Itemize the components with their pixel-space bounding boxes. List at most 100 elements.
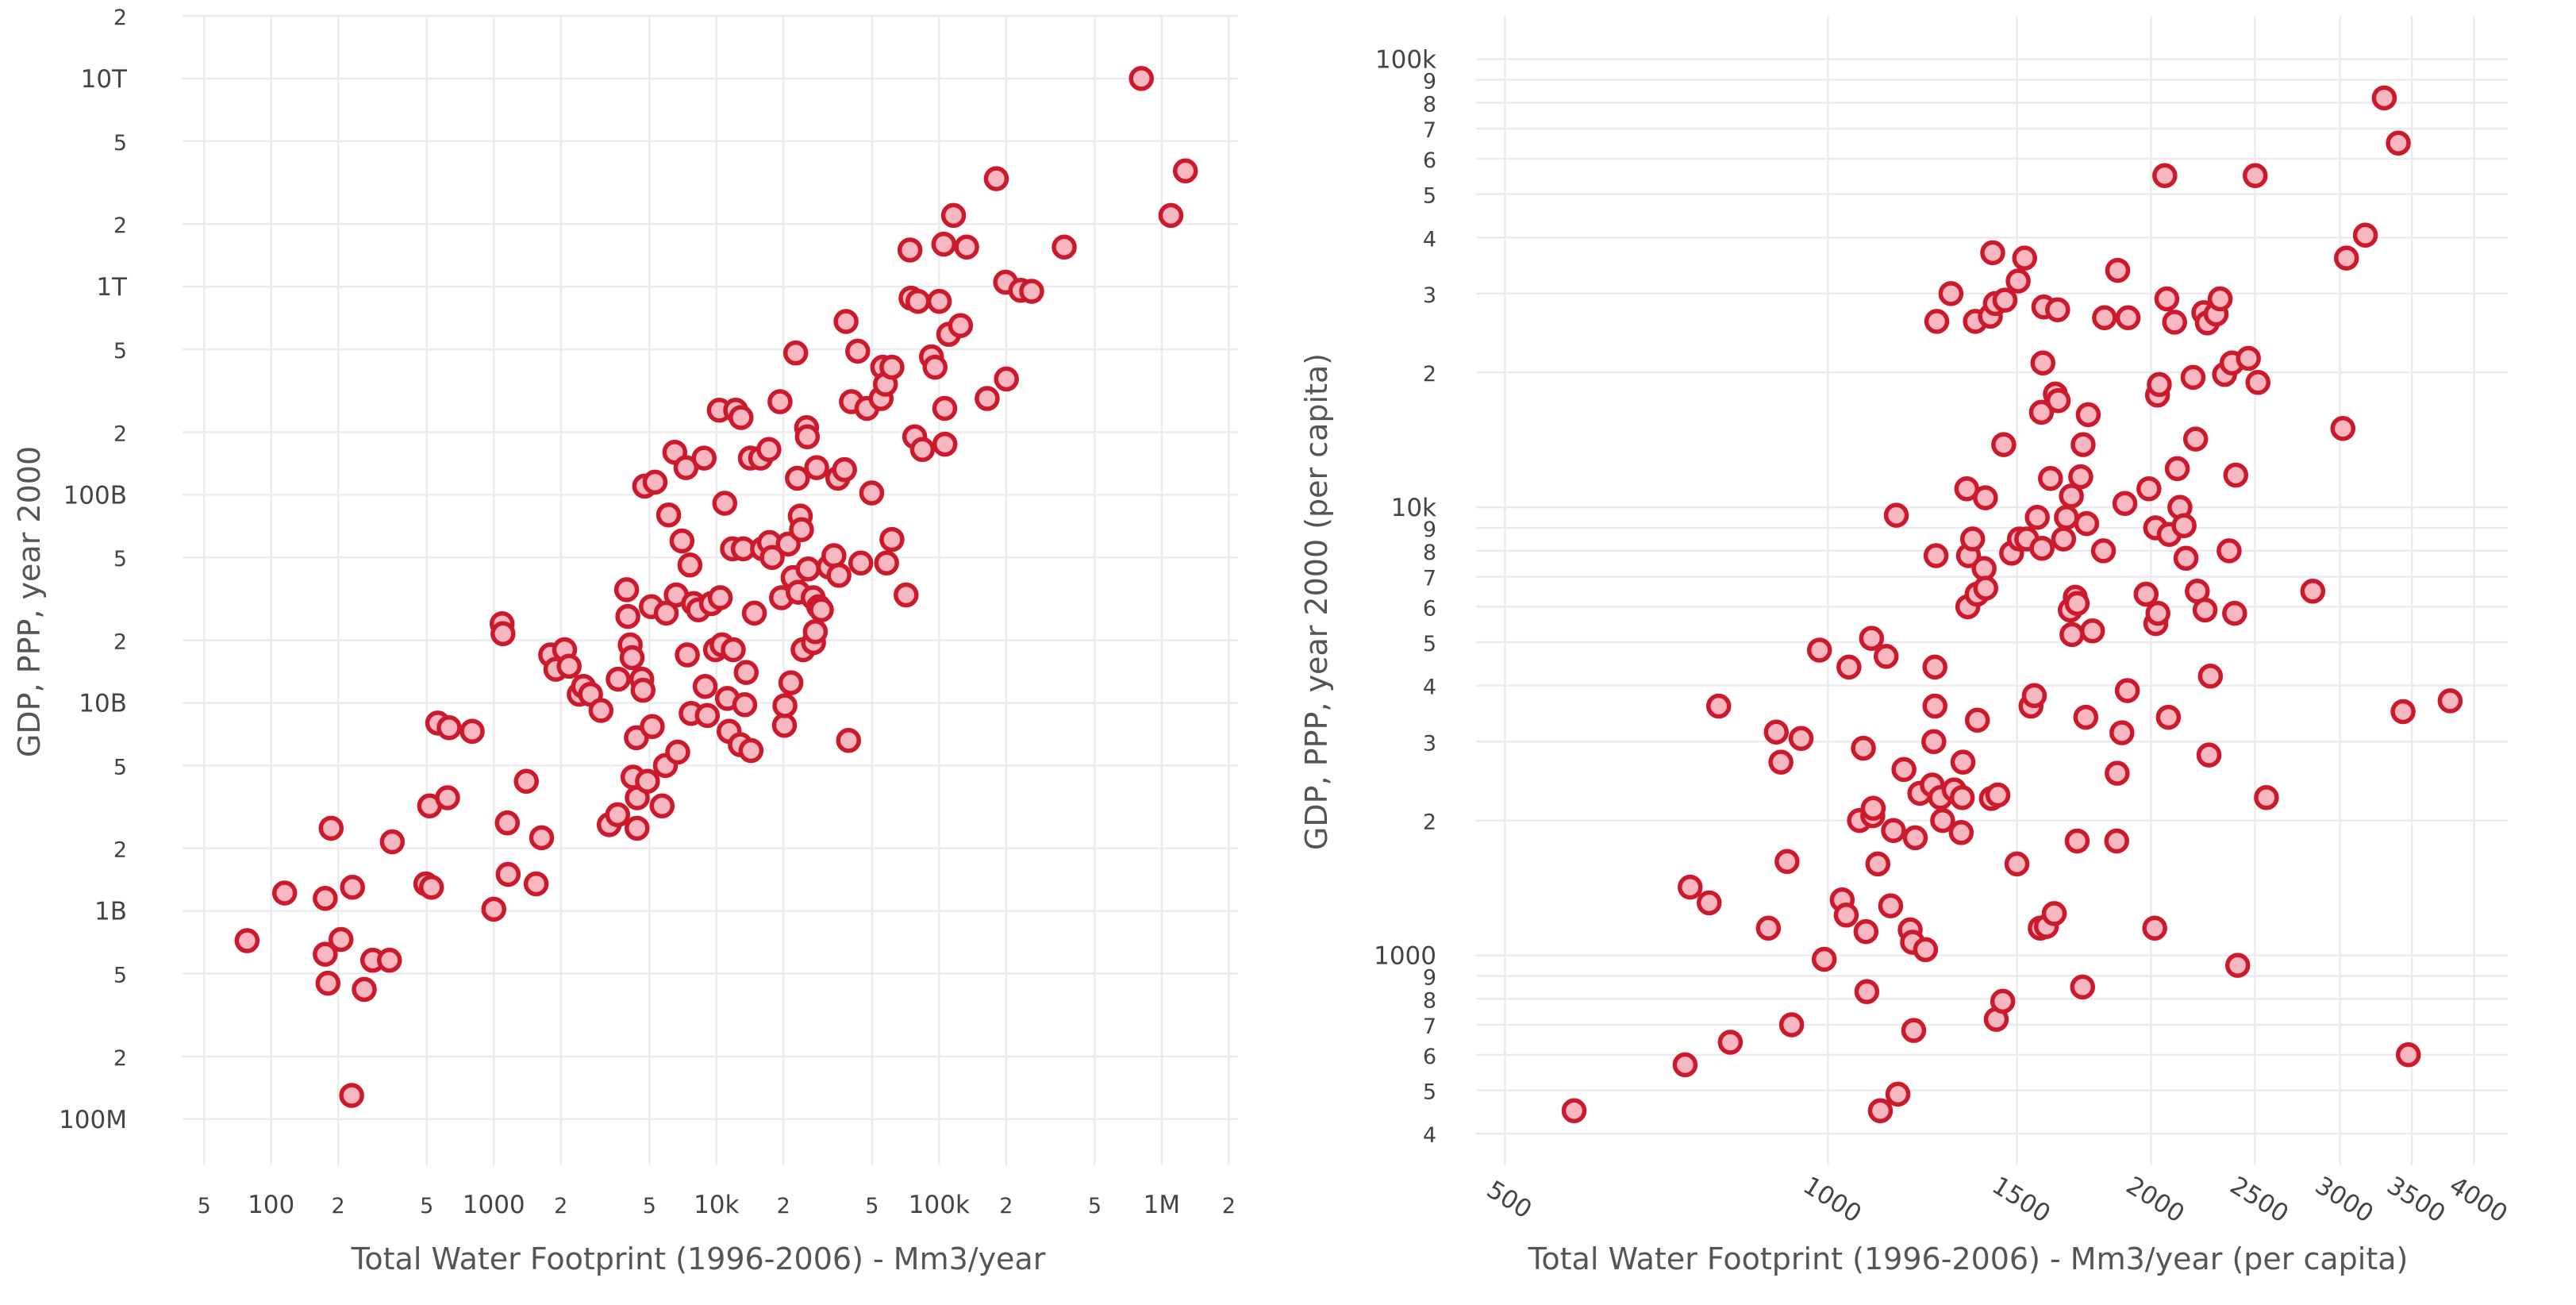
data-point[interactable]	[1172, 158, 1198, 184]
data-point[interactable]	[1854, 979, 1880, 1004]
data-point[interactable]	[1128, 66, 1154, 91]
data-point[interactable]	[2070, 432, 2096, 457]
data-point[interactable]	[1851, 735, 1876, 761]
data-point[interactable]	[2030, 350, 2056, 376]
data-point[interactable]	[1992, 287, 2018, 313]
data-point[interactable]	[1019, 279, 1044, 304]
data-point[interactable]	[694, 703, 721, 729]
data-point[interactable]	[692, 673, 718, 699]
data-point[interactable]	[2115, 305, 2141, 330]
data-point[interactable]	[1973, 485, 1998, 510]
data-point[interactable]	[1811, 946, 1837, 972]
data-point[interactable]	[640, 714, 665, 739]
data-point[interactable]	[729, 405, 754, 430]
data-point[interactable]	[271, 880, 298, 906]
data-point[interactable]	[759, 545, 785, 570]
data-point[interactable]	[1885, 1081, 1911, 1107]
data-point[interactable]	[1883, 502, 1909, 528]
data-point[interactable]	[1806, 637, 1832, 663]
data-point[interactable]	[352, 976, 377, 1003]
data-point[interactable]	[1980, 240, 2005, 266]
data-point[interactable]	[794, 424, 821, 449]
data-point[interactable]	[821, 543, 847, 568]
data-point[interactable]	[605, 802, 631, 828]
data-point[interactable]	[789, 517, 814, 542]
data-point[interactable]	[804, 455, 829, 480]
data-point[interactable]	[1672, 1052, 1698, 1078]
data-point[interactable]	[874, 550, 899, 576]
data-point[interactable]	[802, 618, 829, 645]
data-point[interactable]	[340, 875, 365, 900]
data-point[interactable]	[922, 354, 948, 380]
data-point[interactable]	[2028, 399, 2055, 425]
data-point[interactable]	[625, 815, 650, 841]
data-point[interactable]	[975, 386, 1000, 411]
data-point[interactable]	[1891, 756, 1917, 783]
data-point[interactable]	[1778, 1012, 1805, 1037]
data-point[interactable]	[2075, 402, 2101, 428]
data-point[interactable]	[932, 431, 958, 457]
data-point[interactable]	[619, 645, 645, 671]
data-point[interactable]	[1950, 749, 1976, 775]
data-point[interactable]	[630, 677, 656, 703]
data-point[interactable]	[2090, 538, 2117, 564]
data-point[interactable]	[1991, 432, 2017, 457]
data-point[interactable]	[2207, 286, 2233, 312]
data-point[interactable]	[1901, 1018, 1927, 1043]
data-point[interactable]	[778, 670, 804, 695]
data-point[interactable]	[1052, 234, 1077, 260]
data-point[interactable]	[897, 237, 923, 263]
data-point[interactable]	[2395, 1042, 2421, 1068]
data-point[interactable]	[983, 166, 1009, 191]
data-point[interactable]	[1873, 644, 1899, 669]
data-point[interactable]	[2109, 720, 2135, 745]
data-point[interactable]	[707, 585, 733, 610]
data-point[interactable]	[712, 491, 738, 516]
data-point[interactable]	[2005, 268, 2031, 294]
data-point[interactable]	[756, 437, 782, 463]
data-point[interactable]	[2245, 370, 2271, 395]
data-point[interactable]	[721, 637, 746, 663]
data-point[interactable]	[2180, 364, 2206, 391]
data-point[interactable]	[495, 861, 521, 887]
data-point[interactable]	[606, 666, 631, 692]
data-point[interactable]	[494, 810, 520, 836]
data-point[interactable]	[339, 1083, 364, 1108]
data-point[interactable]	[809, 597, 834, 622]
data-point[interactable]	[379, 829, 406, 855]
data-point[interactable]	[2300, 578, 2326, 604]
data-point[interactable]	[642, 469, 668, 495]
data-point[interactable]	[767, 389, 793, 414]
data-point[interactable]	[2073, 704, 2099, 730]
data-point[interactable]	[845, 338, 871, 364]
data-point[interactable]	[2164, 456, 2190, 482]
data-point[interactable]	[2217, 538, 2242, 564]
data-point[interactable]	[635, 768, 660, 794]
data-point[interactable]	[2004, 851, 2030, 877]
data-point[interactable]	[2021, 683, 2047, 709]
data-point[interactable]	[1902, 825, 1928, 851]
data-point[interactable]	[1938, 281, 1964, 306]
data-point[interactable]	[2012, 245, 2037, 271]
data-point[interactable]	[1696, 890, 1722, 916]
data-point[interactable]	[2051, 526, 2077, 552]
data-point[interactable]	[733, 660, 759, 685]
data-point[interactable]	[481, 896, 506, 922]
data-point[interactable]	[665, 739, 690, 765]
data-point[interactable]	[2133, 581, 2159, 607]
data-point[interactable]	[2155, 704, 2182, 730]
data-point[interactable]	[613, 577, 640, 602]
data-point[interactable]	[2154, 286, 2180, 312]
data-point[interactable]	[1677, 874, 1703, 900]
data-point[interactable]	[2104, 828, 2129, 854]
data-point[interactable]	[556, 653, 582, 679]
data-point[interactable]	[2041, 901, 2067, 926]
data-point[interactable]	[1705, 693, 1732, 719]
data-point[interactable]	[932, 395, 958, 422]
data-point[interactable]	[940, 202, 967, 229]
data-point[interactable]	[513, 768, 539, 794]
data-point[interactable]	[859, 480, 885, 506]
data-point[interactable]	[529, 825, 555, 851]
data-point[interactable]	[2068, 464, 2093, 490]
data-point[interactable]	[1971, 556, 1997, 582]
